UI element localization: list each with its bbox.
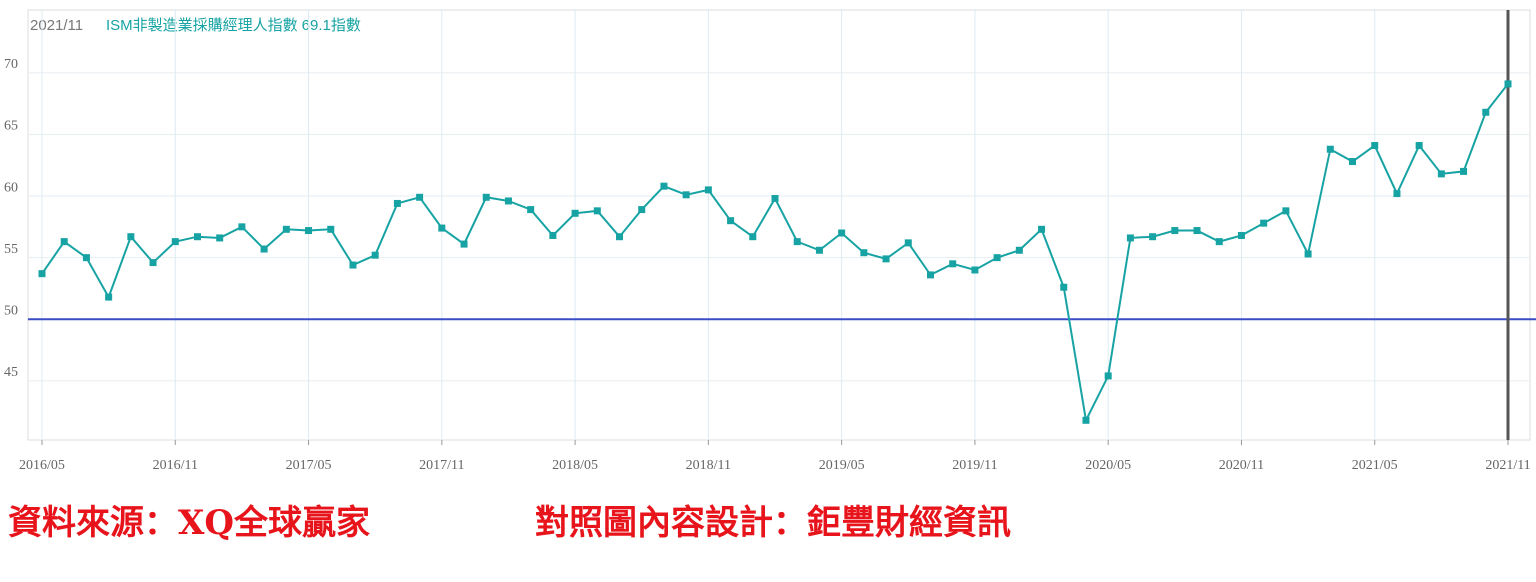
data-point: [904, 239, 912, 247]
data-point: [704, 186, 712, 194]
x-tick-label: 2020/05: [1085, 458, 1131, 473]
y-tick-label: 65: [4, 119, 18, 134]
data-point: [838, 229, 846, 237]
data-point: [771, 195, 779, 203]
data-point: [682, 191, 690, 199]
data-point: [1393, 190, 1401, 198]
data-point: [882, 255, 890, 263]
y-tick-label: 60: [4, 180, 18, 195]
data-point: [1149, 233, 1157, 241]
x-tick-label: 2021/05: [1352, 458, 1398, 473]
data-point: [926, 271, 934, 279]
data-point: [371, 251, 379, 259]
data-point: [616, 233, 624, 241]
data-point: [260, 245, 268, 253]
data-point: [327, 225, 335, 233]
data-point: [815, 246, 823, 254]
x-tick-label: 2019/05: [819, 458, 865, 473]
plot-frame: [27, 9, 1531, 441]
header-date: 2021/11: [30, 17, 83, 34]
x-tick-label: 2017/11: [419, 458, 464, 473]
x-tick-label: 2019/11: [952, 458, 997, 473]
data-point: [105, 293, 113, 301]
x-tick-label: 2018/11: [686, 458, 731, 473]
data-point: [660, 182, 668, 190]
data-point: [504, 197, 512, 205]
data-point: [438, 224, 446, 232]
data-point: [593, 207, 601, 215]
data-point: [1460, 167, 1468, 175]
data-point: [749, 233, 757, 241]
data-point: [282, 225, 290, 233]
data-point: [1482, 108, 1490, 116]
x-tick-label: 2021/11: [1485, 458, 1530, 473]
data-point: [1326, 145, 1334, 153]
data-point: [1038, 225, 1046, 233]
data-point: [127, 233, 135, 241]
legend-entry: ISM非製造業採購經理人指數: [106, 17, 298, 34]
data-point: [1082, 416, 1090, 424]
data-point: [1349, 158, 1357, 166]
header-value: 69.1指數: [302, 17, 361, 34]
data-point: [1015, 246, 1023, 254]
data-point: [1304, 250, 1312, 258]
data-point: [1282, 207, 1290, 215]
data-point: [60, 238, 68, 246]
data-point: [1060, 283, 1068, 291]
data-point: [193, 233, 201, 241]
data-point: [82, 254, 90, 262]
x-tick-label: 2020/11: [1219, 458, 1264, 473]
data-point: [1215, 238, 1223, 246]
data-point: [1237, 231, 1245, 239]
data-point: [305, 227, 313, 235]
data-point: [638, 206, 646, 214]
data-point: [238, 223, 246, 231]
data-point: [1260, 219, 1268, 227]
y-tick-label: 55: [4, 242, 18, 257]
data-point: [727, 217, 735, 225]
data-point: [549, 231, 557, 239]
data-point: [349, 261, 357, 269]
y-tick-label: 70: [4, 57, 18, 72]
data-point: [149, 259, 157, 267]
data-point: [416, 193, 424, 201]
source-note: 資料來源：XQ全球贏家: [8, 503, 370, 543]
data-point: [1504, 80, 1512, 88]
data-point: [1437, 170, 1445, 178]
data-point: [971, 266, 979, 274]
y-tick-label: 45: [4, 365, 18, 380]
data-point: [949, 260, 957, 268]
data-point: [1126, 234, 1134, 242]
data-point: [216, 234, 224, 242]
data-point: [527, 206, 535, 214]
data-point: [571, 209, 579, 217]
data-point: [1104, 372, 1112, 380]
data-point: [460, 240, 468, 248]
x-tick-label: 2017/05: [286, 458, 332, 473]
data-point: [393, 199, 401, 207]
data-point: [860, 249, 868, 257]
x-tick-label: 2016/11: [153, 458, 198, 473]
data-point: [1415, 142, 1423, 150]
data-point: [793, 238, 801, 246]
data-point: [1371, 142, 1379, 150]
data-point: [38, 270, 46, 278]
data-point: [1171, 227, 1179, 235]
data-point: [171, 238, 179, 246]
data-point: [1193, 227, 1201, 235]
x-tick-label: 2016/05: [19, 458, 65, 473]
data-point: [993, 254, 1001, 262]
credit-note: 對照圖內容設計：鉅豐財經資訊: [535, 503, 1011, 543]
y-tick-label: 50: [4, 303, 18, 318]
x-tick-label: 2018/05: [552, 458, 598, 473]
data-point: [482, 193, 490, 201]
